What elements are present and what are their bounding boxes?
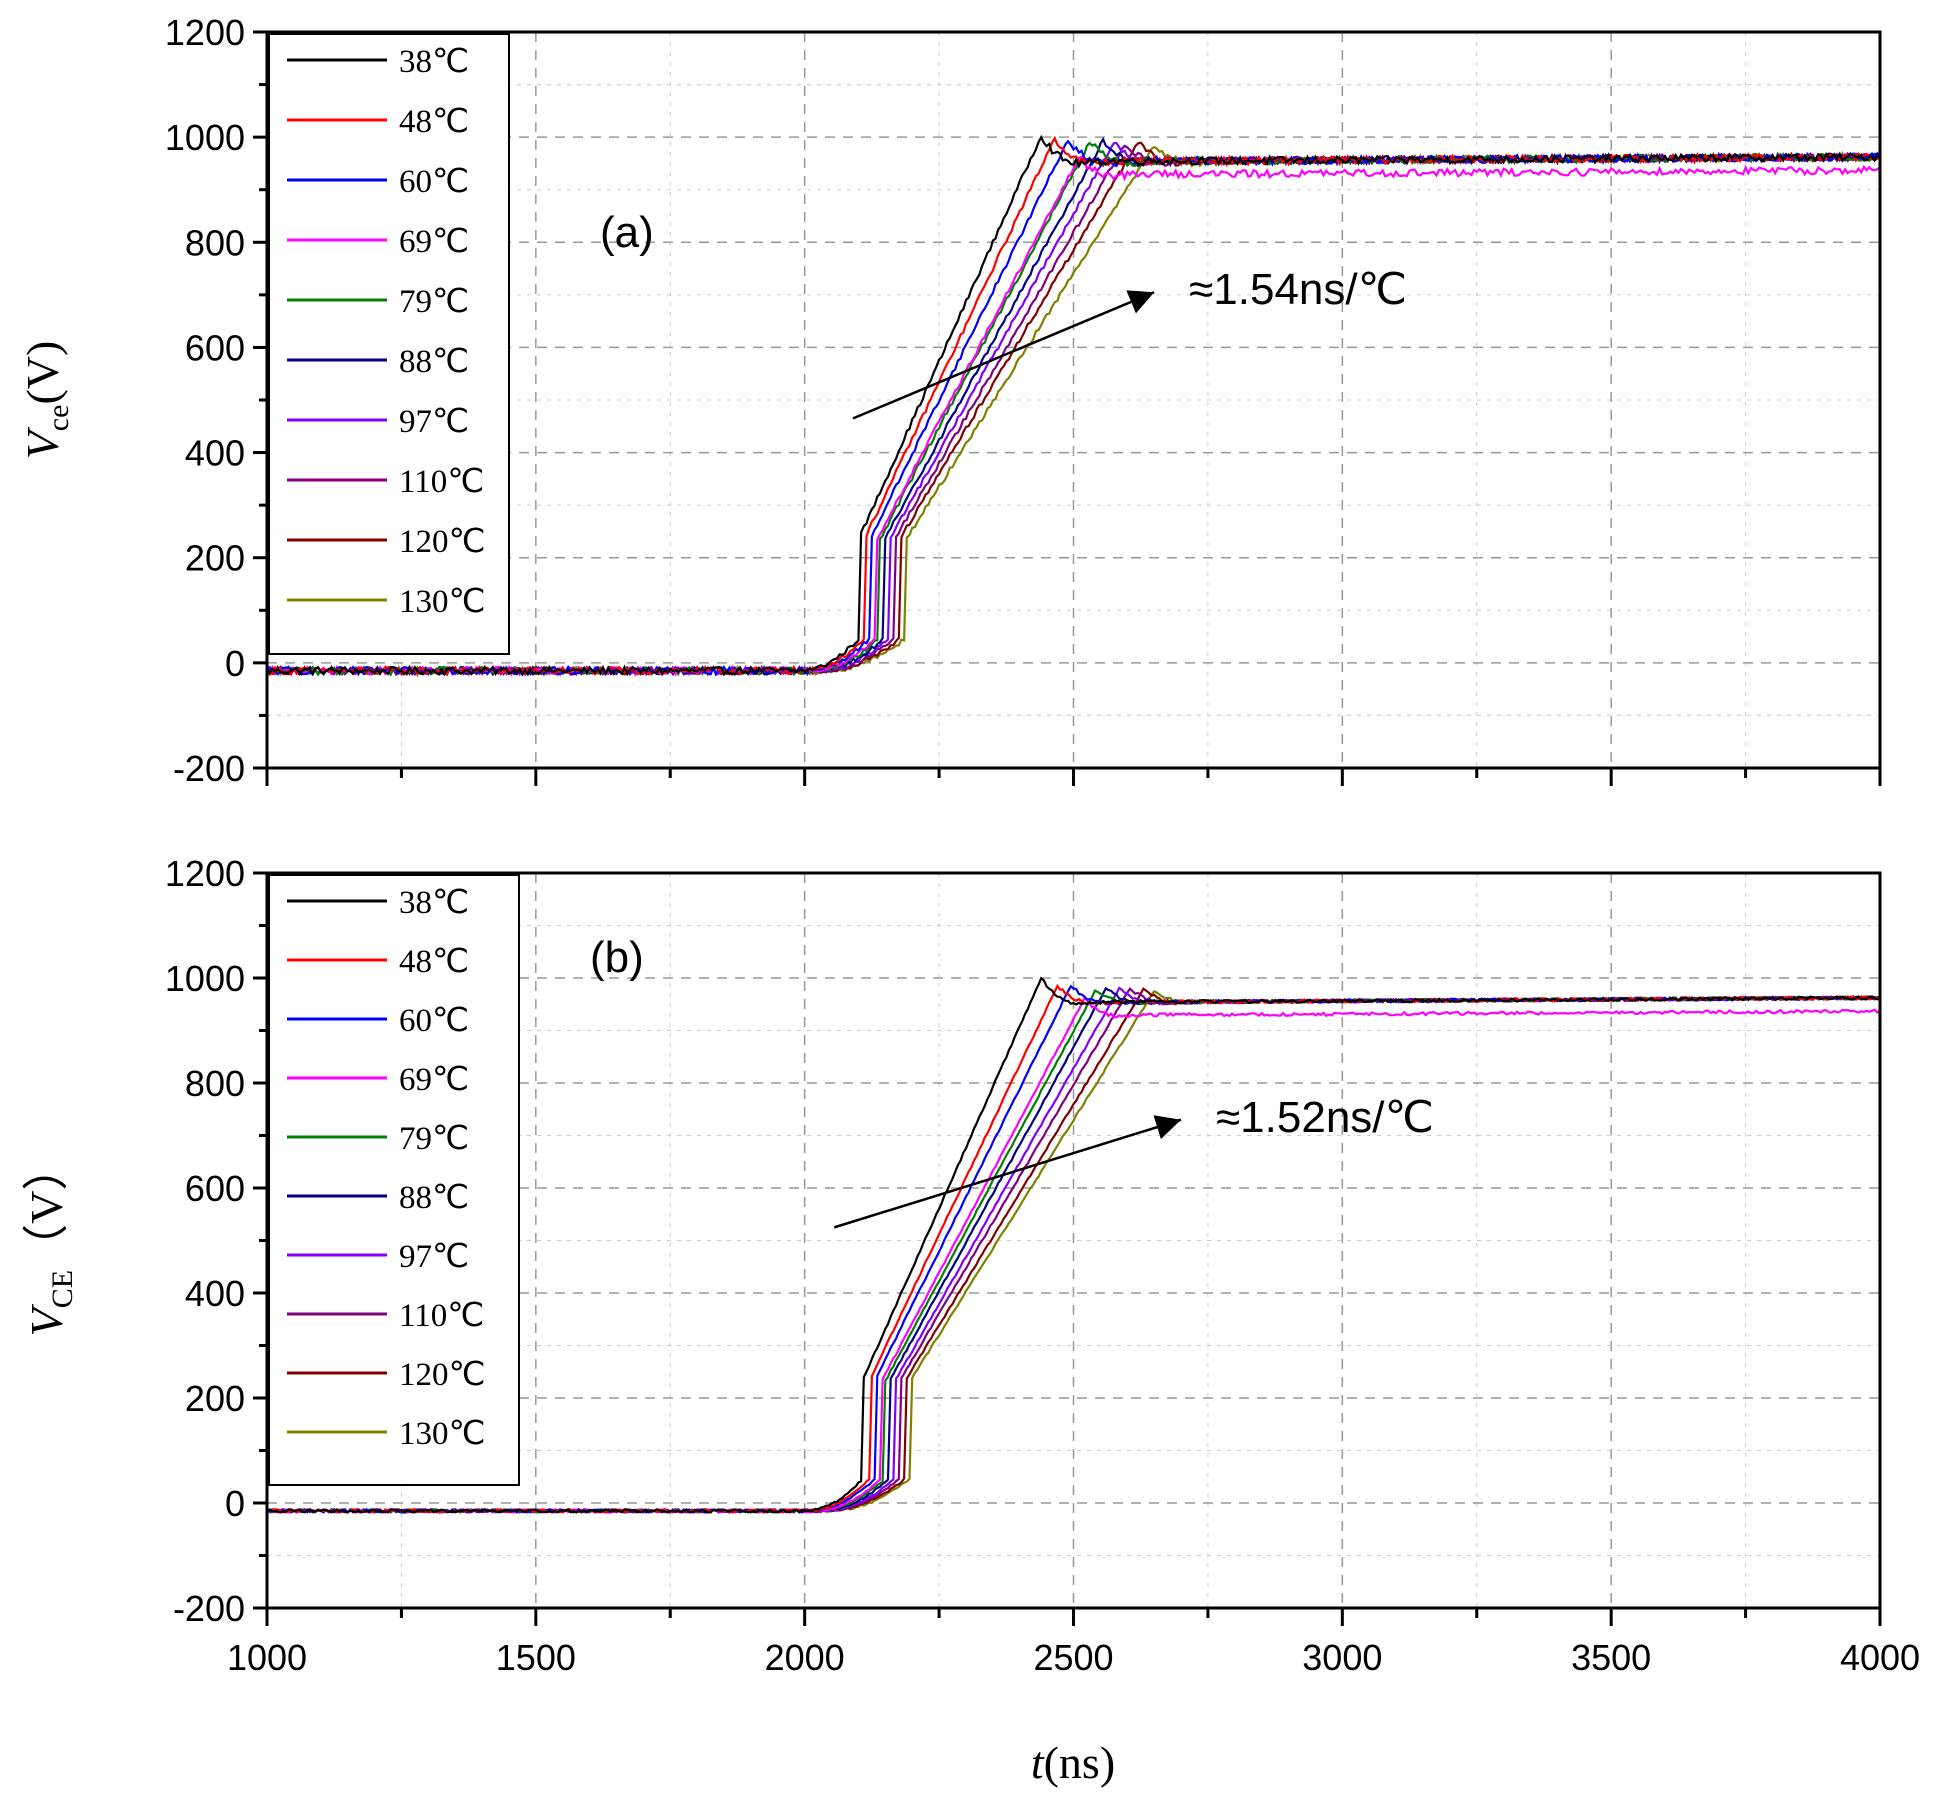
annotation-text: ≈1.52ns/℃ [1216, 1093, 1434, 1142]
legend-item: 130℃ [287, 1416, 486, 1452]
legend-item: 48℃ [287, 944, 469, 980]
legend: 38℃ 48℃ 60℃ 69℃ 79℃ 88℃ 97℃ 110℃ 120℃ 130℃ [268, 874, 520, 1486]
legend-item: 130℃ [287, 584, 486, 620]
annotation-arrow [833, 1115, 1182, 1229]
legend-item: 97℃ [287, 404, 469, 440]
y-tick-label: 1200 [165, 853, 245, 894]
series-lines [267, 134, 1880, 678]
ticks [253, 871, 1882, 1626]
panel-label: (a) [600, 208, 654, 257]
y-tick-label: 600 [185, 1168, 245, 1209]
legend-item: 60℃ [287, 164, 469, 200]
legend-item: 97℃ [287, 1239, 469, 1275]
y-tick-label: 400 [185, 1273, 245, 1314]
legend-item: 48℃ [287, 104, 469, 140]
y-tick-label: 200 [185, 1378, 245, 1419]
legend-label: 120℃ [399, 1357, 486, 1393]
legend-box [268, 874, 520, 1486]
y-tick-label: -200 [173, 748, 245, 789]
legend-label: 48℃ [399, 104, 469, 140]
legend-item: 69℃ [287, 224, 469, 260]
legend-label: 79℃ [399, 284, 469, 320]
ticks [253, 30, 1882, 786]
x-tick-label: 2000 [765, 1637, 845, 1678]
y-tick-label: 0 [225, 1483, 245, 1524]
series-line-38℃ [267, 976, 1880, 1514]
legend: 38℃ 48℃ 60℃ 69℃ 79℃ 88℃ 97℃ 110℃ 120℃ 130℃ [268, 33, 510, 655]
y-tick-label: 200 [185, 538, 245, 579]
legend-label: 130℃ [399, 1416, 486, 1452]
legend-item: 38℃ [287, 44, 469, 80]
legend-label: 69℃ [399, 1062, 469, 1098]
panel-b: -200 0 200 400 600 800 1000 1200 1000 1500 2000 250… [21, 853, 1920, 1678]
y-tick-label: 1000 [165, 117, 245, 158]
y-axis-title: VCE（V） [21, 1145, 79, 1337]
x-tick-label: 2500 [1033, 1637, 1113, 1678]
y-tick-label: 800 [185, 222, 245, 263]
x-tick-label: 4000 [1840, 1637, 1920, 1678]
legend-item: 38℃ [287, 885, 469, 921]
y-tick-label: 0 [225, 643, 245, 684]
x-tick-label: 3000 [1302, 1637, 1382, 1678]
x-axis-title: t(ns) [1031, 1737, 1115, 1788]
x-tick-label: 1000 [227, 1637, 307, 1678]
y-tick-label: 600 [185, 327, 245, 368]
y-tick-label: 400 [185, 433, 245, 474]
series-line-38℃ [267, 134, 1880, 677]
legend-item: 79℃ [287, 284, 469, 320]
legend-item: 110℃ [287, 1298, 484, 1334]
legend-item: 88℃ [287, 1180, 469, 1216]
y-axis-title: Vce(V) [17, 341, 75, 460]
legend-label: 60℃ [399, 164, 469, 200]
legend-label: 38℃ [399, 44, 469, 80]
series-lines [267, 976, 1880, 1514]
y-tick-label: 800 [185, 1063, 245, 1104]
y-tick-label: 1000 [165, 958, 245, 999]
panel-a: -200 0 200 400 600 800 1000 1200 Vce(V) 38℃ 48℃ 60℃… [17, 12, 1882, 789]
y-tick-label: 1200 [165, 12, 245, 53]
legend-label: 97℃ [399, 404, 469, 440]
shared-x-axis-title: t(ns) [1031, 1737, 1115, 1788]
legend-label: 88℃ [399, 344, 469, 380]
legend-item: 69℃ [287, 1062, 469, 1098]
series-line-48℃ [267, 135, 1880, 677]
legend-label: 120℃ [399, 524, 486, 560]
legend-label: 38℃ [399, 885, 469, 921]
legend-label: 69℃ [399, 224, 469, 260]
legend-item: 79℃ [287, 1121, 469, 1157]
legend-item: 120℃ [287, 524, 486, 560]
legend-item: 120℃ [287, 1357, 486, 1393]
annotation-arrow [852, 290, 1155, 420]
legend-label: 48℃ [399, 944, 469, 980]
legend-label: 88℃ [399, 1180, 469, 1216]
legend-item: 88℃ [287, 344, 469, 380]
legend-label: 130℃ [399, 584, 486, 620]
legend-label: 110℃ [399, 464, 484, 500]
x-tick-label: 1500 [496, 1637, 576, 1678]
y-tick-label: -200 [173, 1588, 245, 1629]
legend-box [268, 33, 510, 655]
panel-label: (b) [590, 933, 644, 982]
legend-label: 60℃ [399, 1003, 469, 1039]
legend-label: 97℃ [399, 1239, 469, 1275]
legend-label: 79℃ [399, 1121, 469, 1157]
legend-item: 110℃ [287, 464, 484, 500]
legend-item: 60℃ [287, 1003, 469, 1039]
x-tick-label: 3500 [1571, 1637, 1651, 1678]
legend-label: 110℃ [399, 1298, 484, 1334]
annotation-text: ≈1.54ns/℃ [1189, 265, 1407, 314]
